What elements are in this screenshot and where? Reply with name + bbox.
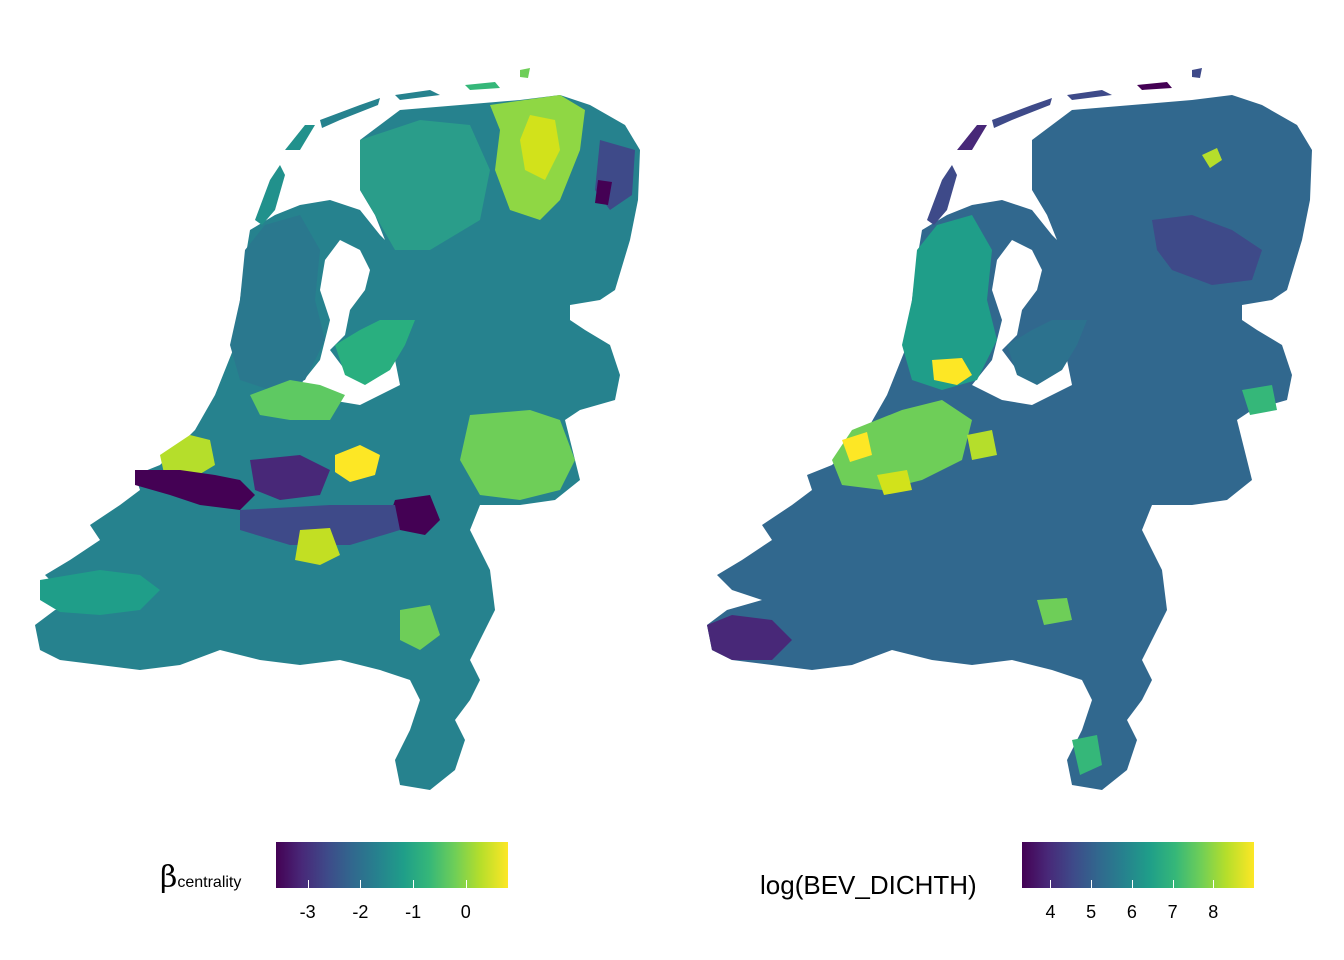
limburg-south [1072, 735, 1102, 775]
east-cities [1242, 385, 1277, 415]
colorbar-tick-mark [1131, 880, 1133, 888]
colorbar-tick-mark [465, 880, 467, 888]
terschelling [320, 98, 380, 128]
friesland-region [360, 120, 490, 250]
north-east-dark [595, 180, 612, 205]
netherlands-mainland [35, 95, 640, 790]
legend-title-subscript: centrality [177, 874, 242, 891]
rotterdam-peak [877, 470, 912, 495]
density-legend: log(BEV_DICHTH) 4 5 6 7 8 [760, 840, 1260, 922]
flevoland [335, 320, 415, 385]
colorbar-tick-mark [307, 880, 309, 888]
noord-holland [230, 215, 325, 390]
centrality-panel: βcentrality -3 -2 -1 0 [35, 68, 640, 922]
colorbar-tick-label: 4 [1045, 902, 1056, 922]
colorbar-tick-label: 8 [1208, 902, 1219, 922]
utrecht-peak [335, 445, 380, 482]
utrecht-peak [967, 430, 997, 460]
eindhoven-area [1037, 598, 1072, 625]
schiermonnikoog [465, 82, 500, 90]
ameland [1067, 90, 1112, 100]
nijmegen-low [390, 495, 440, 535]
noord-holland [902, 215, 997, 390]
colorbar-tick-label: 5 [1086, 902, 1097, 922]
vlieland [285, 125, 315, 150]
density-map [707, 68, 1312, 790]
river-band [240, 505, 400, 545]
north-low [1152, 215, 1262, 285]
east-high [460, 410, 575, 500]
density-panel: log(BEV_DICHTH) 4 5 6 7 8 [672, 0, 1344, 960]
colorbar-tick-mark [1050, 880, 1052, 888]
texel [927, 165, 957, 225]
colorbar-tick-label: -2 [352, 902, 369, 922]
colorbar-tick-label: -3 [299, 902, 316, 922]
netherlands-mainland [707, 95, 1312, 790]
hague-peak [842, 432, 872, 462]
terschelling [992, 98, 1052, 128]
legend-title-centrality: βcentrality [160, 860, 241, 895]
colorbar-tick-mark [1172, 880, 1174, 888]
colorbar-tick-mark [360, 880, 362, 888]
texel [255, 165, 285, 225]
amsterdam-area [250, 380, 345, 420]
amsterdam-peak [932, 358, 972, 385]
brabant-high [295, 528, 340, 565]
ameland [395, 90, 440, 100]
centrality-colorbar [276, 842, 508, 888]
rottumeroog [1192, 68, 1202, 78]
colorbar-tick-mark [1213, 880, 1215, 888]
colorbar-tick-mark [413, 880, 415, 888]
colorbar-tick-label: 6 [1126, 902, 1137, 922]
colorbar-tick-label: 7 [1167, 902, 1178, 922]
legend-title-density: log(BEV_DICHTH) [760, 870, 977, 900]
beta-symbol: β [160, 860, 178, 895]
colorbar-tick-mark [1091, 880, 1093, 888]
density-colorbar [1022, 842, 1254, 888]
randstad-high [832, 400, 972, 490]
hague-high [160, 435, 215, 480]
flevoland [1007, 320, 1087, 385]
rotterdam-low [135, 470, 255, 510]
colorbar-tick-label: 0 [460, 902, 471, 922]
eindhoven-area [400, 605, 440, 650]
groningen-peak [520, 115, 560, 180]
centrality-legend: βcentrality -3 -2 -1 0 [160, 840, 520, 922]
groningen-city [1202, 148, 1222, 168]
rotterdam-surrounds [250, 455, 330, 500]
zeeland-islands [40, 570, 160, 615]
colorbar-tick-label: -1 [405, 902, 422, 922]
zeeland-west-low [707, 615, 792, 660]
vlieland [957, 125, 987, 150]
centrality-map [35, 68, 640, 790]
rottumeroog [520, 68, 530, 78]
schiermonnikoog [1137, 82, 1172, 90]
